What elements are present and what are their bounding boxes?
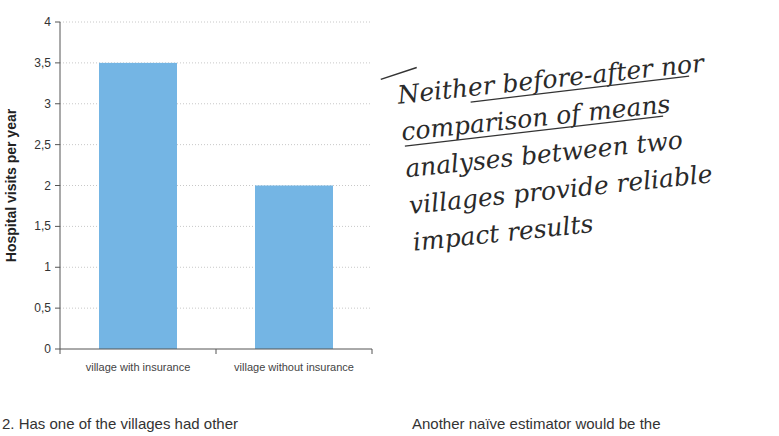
x-tick xyxy=(216,349,217,354)
pen-underline xyxy=(470,76,689,102)
x-tick-label: village with insurance xyxy=(86,361,191,373)
y-tick xyxy=(55,185,60,186)
y-tick-label: 4 xyxy=(44,15,51,29)
note-line: impact results xyxy=(411,209,594,257)
y-tick xyxy=(55,349,60,350)
y-tick xyxy=(55,267,60,268)
y-tick xyxy=(55,226,60,227)
pen-stroke xyxy=(380,68,418,80)
y-axis xyxy=(60,22,61,349)
y-tick xyxy=(55,144,60,145)
y-tick-label: 2 xyxy=(44,179,51,193)
pen-underline xyxy=(405,116,664,146)
y-tick-label: 2,5 xyxy=(34,138,51,152)
handwritten-note: Neither before-after norcomparison of me… xyxy=(380,37,723,258)
footer-text: 2. Has one of the villages had other xyxy=(2,415,238,432)
bars xyxy=(99,63,333,349)
x-tick xyxy=(60,349,61,354)
y-tick-label: 1 xyxy=(44,260,51,274)
bar xyxy=(255,186,333,350)
y-tick-label: 0,5 xyxy=(34,301,51,315)
y-axis-label: Hospital visits per year xyxy=(3,108,19,262)
y-tick-label: 0 xyxy=(44,342,51,356)
note-line: villages provide reliable xyxy=(408,159,714,220)
footer-text: Another naïve estimator would be the xyxy=(412,415,660,432)
grid-line xyxy=(60,22,372,23)
chart-root: 0 0,5 1 1,5 2 2,5 3 3,5 4 village with insurance v… xyxy=(0,0,779,436)
y-tick-label: 3,5 xyxy=(34,56,51,70)
y-tick xyxy=(55,308,60,309)
x-tick xyxy=(372,349,373,354)
x-tick-label: village without insurance xyxy=(234,361,354,373)
y-tick xyxy=(55,62,60,63)
y-tick-label: 3 xyxy=(44,97,51,111)
bar xyxy=(99,63,177,349)
y-tick-label: 1,5 xyxy=(34,219,51,233)
y-tick xyxy=(55,103,60,104)
y-tick xyxy=(55,22,60,23)
